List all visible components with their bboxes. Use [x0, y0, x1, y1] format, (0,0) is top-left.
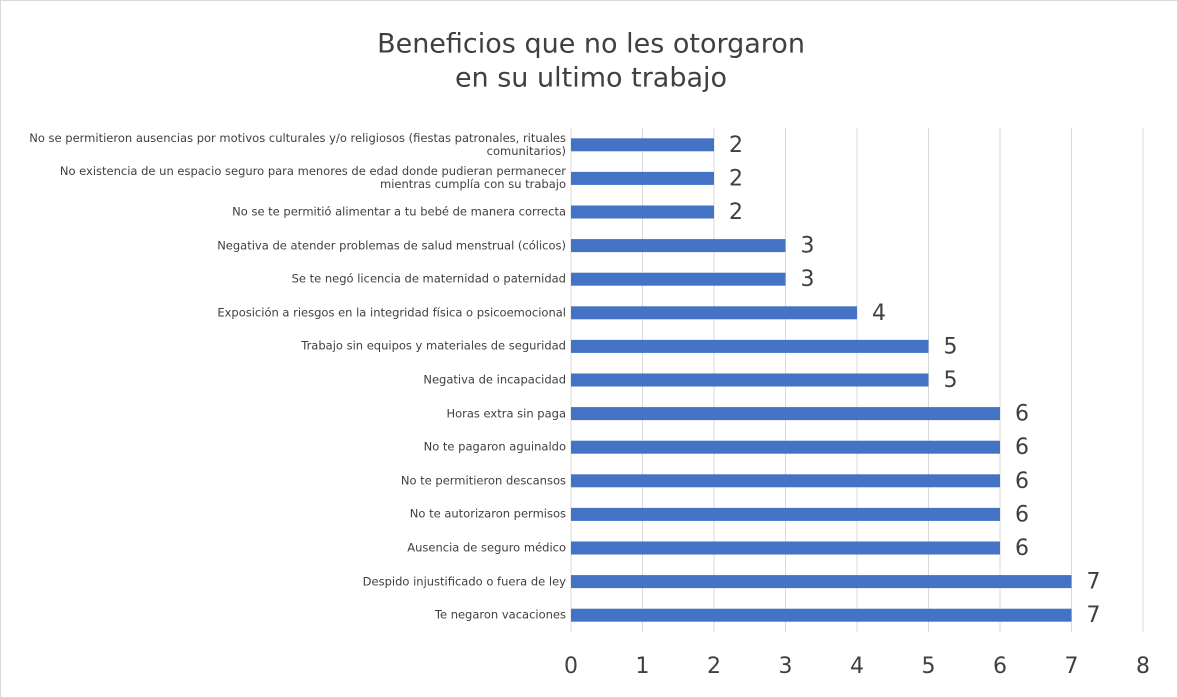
y-tick-label: Se te negó licencia de maternidad o pate…: [291, 271, 566, 286]
bar: [571, 306, 857, 320]
x-tick-label: 7: [1065, 654, 1079, 679]
y-tick-label: Negativa de incapacidad: [423, 372, 566, 387]
data-label: 6: [1015, 502, 1029, 527]
x-tick-label: 3: [779, 654, 793, 679]
bar: [571, 205, 714, 219]
y-tick-label: Te negaron vacaciones: [434, 607, 566, 622]
data-label: 7: [1087, 570, 1101, 595]
data-label: 5: [944, 334, 958, 359]
data-label: 2: [729, 200, 743, 225]
data-label: 6: [1015, 469, 1029, 494]
bar: [571, 541, 1000, 555]
data-label: 6: [1015, 435, 1029, 460]
bar: [571, 373, 929, 387]
y-tick-label: Trabajo sin equipos y materiales de segu…: [301, 338, 566, 353]
y-tick-label: No se permitieron ausencias por motivos …: [29, 130, 566, 158]
x-tick-label: 2: [707, 654, 721, 679]
x-tick-label: 8: [1136, 654, 1150, 679]
x-tick-label: 1: [636, 654, 650, 679]
bar: [571, 138, 714, 152]
x-tick-label: 5: [922, 654, 936, 679]
x-tick-label: 6: [993, 654, 1007, 679]
bar: [571, 440, 1000, 454]
data-label: 2: [729, 133, 743, 158]
bar: [571, 608, 1072, 622]
bar: [571, 272, 786, 286]
data-label: 4: [872, 301, 886, 326]
chart-title: en su ultimo trabajo: [455, 63, 727, 94]
y-tick-label: Negativa de atender problemas de salud m…: [217, 238, 566, 253]
chart-title: Beneficios que no les otorgaron: [377, 29, 805, 60]
bar: [571, 474, 1000, 488]
y-tick-label: No te pagaron aguinaldo: [423, 439, 566, 454]
y-tick-label: Despido injustificado o fuera de ley: [362, 574, 566, 589]
x-tick-label: 4: [850, 654, 864, 679]
data-label: 6: [1015, 536, 1029, 561]
bar: [571, 171, 714, 185]
data-label: 7: [1087, 603, 1101, 628]
data-label: 3: [801, 267, 815, 292]
bar: [571, 407, 1000, 421]
bar: [571, 339, 929, 353]
x-tick-label: 0: [564, 654, 578, 679]
y-tick-label: Exposición a riesgos en la integridad fí…: [217, 305, 566, 320]
bar: [571, 507, 1000, 521]
data-label: 3: [801, 234, 815, 259]
y-tick-label: No existencia de un espacio seguro para …: [59, 164, 566, 192]
data-label: 2: [729, 166, 743, 191]
bar: [571, 575, 1072, 589]
bar: [571, 239, 786, 253]
y-tick-label: No te permitieron descansos: [400, 473, 566, 488]
data-label: 5: [944, 368, 958, 393]
data-label: 6: [1015, 402, 1029, 427]
y-tick-label: No te autorizaron permisos: [409, 506, 566, 521]
y-tick-label: No se te permitió alimentar a tu bebé de…: [232, 204, 566, 219]
y-tick-label: Horas extra sin paga: [446, 406, 566, 421]
y-tick-label: Ausencia de seguro médico: [407, 540, 566, 555]
